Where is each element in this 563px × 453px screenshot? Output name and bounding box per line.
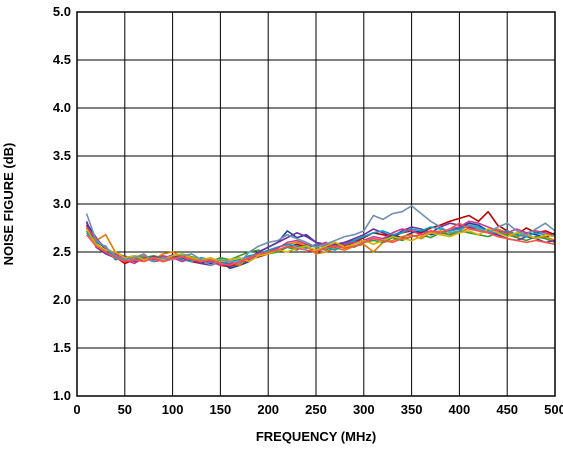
x-tick-label: 250	[305, 402, 327, 417]
x-tick-label: 0	[73, 402, 80, 417]
y-tick-label: 4.5	[53, 52, 71, 67]
x-tick-label: 200	[257, 402, 279, 417]
series-line-7	[85, 220, 556, 267]
series-line-8	[85, 228, 556, 263]
x-tick-label: 400	[449, 402, 471, 417]
x-axis-label: FREQUENCY (MHz)	[256, 429, 376, 444]
y-tick-label: 2.0	[53, 292, 71, 307]
x-tick-label: 300	[353, 402, 375, 417]
y-tick-label: 2.5	[53, 244, 71, 259]
y-tick-label: 3.5	[53, 148, 71, 163]
y-tick-label: 5.0	[53, 4, 71, 19]
plot-border	[76, 11, 556, 397]
y-tick-labels: 1.0 1.5 2.0 2.5 3.0 3.5 4.0 4.5 5.0	[53, 4, 71, 403]
x-tick-label: 150	[210, 402, 232, 417]
y-tick-label: 1.5	[53, 340, 71, 355]
x-tick-labels: 0 50 100 150 200 250 300 350 400 450 500	[73, 402, 563, 417]
x-tick-label: 450	[496, 402, 518, 417]
x-tick-label: 50	[118, 402, 132, 417]
x-tick-label: 100	[162, 402, 184, 417]
y-tick-label: 4.0	[53, 100, 71, 115]
series-line-9	[85, 205, 556, 267]
x-tick-label: 500	[544, 402, 563, 417]
y-tick-label: 1.0	[53, 388, 71, 403]
y-axis-label: NOISE FIGURE (dB)	[1, 143, 16, 266]
series-line-10	[85, 222, 556, 267]
y-tick-label: 3.0	[53, 196, 71, 211]
series-lines	[85, 205, 556, 270]
x-tick-label: 350	[401, 402, 423, 417]
